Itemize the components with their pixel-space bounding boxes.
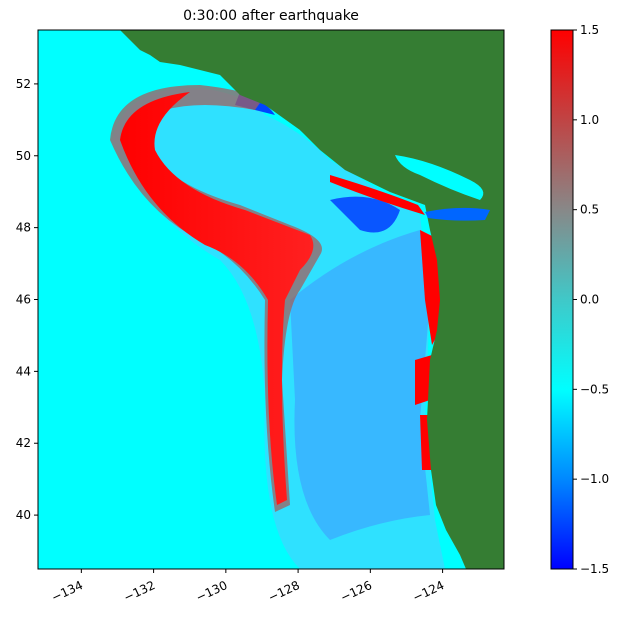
colorbar-tick-label: −1.5 [580,562,609,576]
y-tick-label: 42 [16,436,31,450]
map-field [38,30,504,569]
colorbar [550,29,574,570]
y-tick-label: 40 [16,508,31,522]
colorbar-tick-label: −0.5 [580,382,609,396]
colorbar-tick-label: 0.5 [580,203,599,217]
chart-title: 0:30:00 after earthquake [183,8,359,24]
colorbar-tick-label: 1.5 [580,23,599,37]
colorbar-tick-label: 0.0 [580,293,599,307]
x-tick-label: −132 [122,578,158,605]
colorbar-tick-label: −1.0 [580,472,609,486]
y-tick-label: 48 [16,221,31,235]
y-tick-label: 52 [16,77,31,91]
y-tick-label: 46 [16,293,31,307]
x-tick-label: −124 [411,578,447,605]
y-tick-label: 50 [16,149,31,163]
x-tick-label: −128 [266,578,302,605]
x-tick-label: −126 [338,578,374,605]
colorbar-tick-label: 1.0 [580,113,599,127]
x-tick-label: −130 [194,578,230,605]
y-tick-label: 44 [16,364,31,378]
x-tick-label: −134 [49,578,85,605]
